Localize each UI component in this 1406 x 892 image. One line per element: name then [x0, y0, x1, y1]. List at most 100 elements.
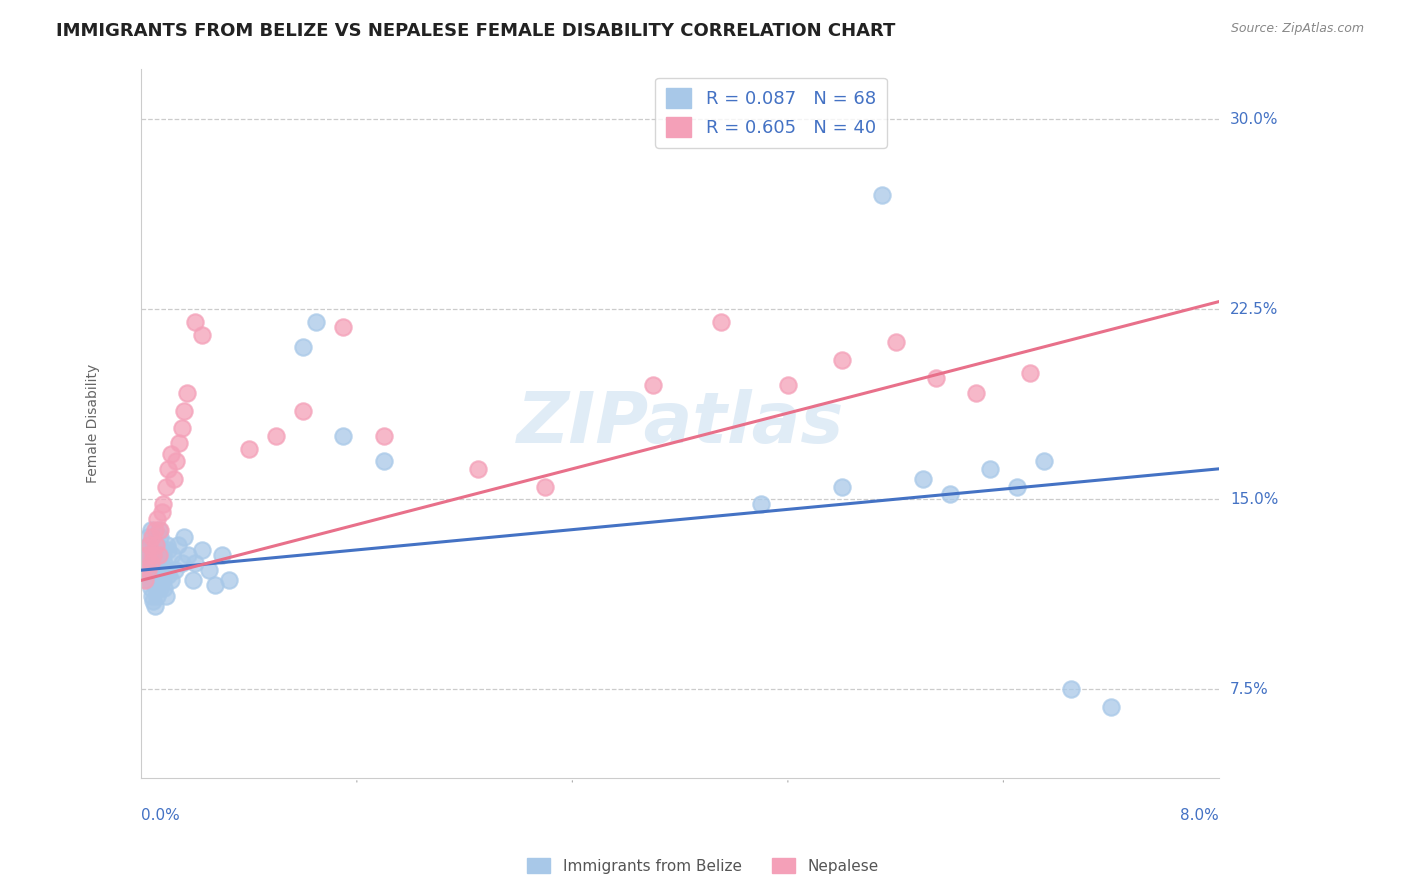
Point — [138, 538, 160, 552]
Point — [149, 523, 172, 537]
Point — [145, 538, 167, 552]
Point — [173, 530, 195, 544]
Point — [138, 574, 160, 588]
Point — [155, 589, 177, 603]
Point — [135, 548, 157, 562]
Point — [163, 472, 186, 486]
Point — [138, 538, 160, 552]
Point — [305, 315, 328, 329]
Point — [163, 563, 186, 577]
Text: 0.0%: 0.0% — [142, 808, 180, 823]
Point — [150, 568, 173, 582]
Point — [170, 556, 193, 570]
Point — [238, 442, 260, 456]
Point — [157, 462, 180, 476]
Point — [332, 429, 354, 443]
Point — [925, 370, 948, 384]
Point — [145, 556, 167, 570]
Point — [160, 574, 183, 588]
Point — [152, 574, 174, 588]
Point — [1005, 479, 1028, 493]
Point — [264, 429, 287, 443]
Point — [184, 315, 207, 329]
Point — [136, 568, 159, 582]
Point — [132, 542, 155, 557]
Point — [467, 462, 489, 476]
Point — [156, 538, 179, 552]
Point — [152, 497, 174, 511]
Point — [142, 568, 165, 582]
Point — [143, 548, 166, 562]
Text: 30.0%: 30.0% — [1230, 112, 1278, 127]
Point — [191, 542, 214, 557]
Point — [146, 538, 169, 552]
Point — [165, 454, 187, 468]
Point — [141, 530, 163, 544]
Point — [166, 538, 188, 552]
Point — [218, 574, 240, 588]
Point — [134, 556, 156, 570]
Point — [146, 563, 169, 577]
Point — [134, 574, 156, 588]
Legend: R = 0.087   N = 68, R = 0.605   N = 40: R = 0.087 N = 68, R = 0.605 N = 40 — [655, 78, 887, 148]
Point — [146, 589, 169, 603]
Point — [211, 548, 233, 562]
Point — [153, 556, 176, 570]
Point — [139, 581, 162, 595]
Text: 8.0%: 8.0% — [1180, 808, 1219, 823]
Point — [153, 581, 176, 595]
Point — [709, 315, 731, 329]
Point — [139, 556, 162, 570]
Point — [141, 563, 163, 577]
Point — [291, 340, 314, 354]
Point — [197, 563, 219, 577]
Point — [148, 523, 170, 537]
Point — [143, 599, 166, 613]
Point — [176, 385, 198, 400]
Point — [155, 479, 177, 493]
Point — [831, 479, 853, 493]
Point — [177, 548, 200, 562]
Point — [149, 581, 172, 595]
Point — [149, 530, 172, 544]
Point — [965, 385, 987, 400]
Point — [145, 581, 167, 595]
Point — [141, 533, 163, 547]
Point — [184, 556, 207, 570]
Text: Female Disability: Female Disability — [86, 364, 100, 483]
Text: 22.5%: 22.5% — [1230, 301, 1278, 317]
Text: IMMIGRANTS FROM BELIZE VS NEPALESE FEMALE DISABILITY CORRELATION CHART: IMMIGRANTS FROM BELIZE VS NEPALESE FEMAL… — [56, 22, 896, 40]
Point — [136, 563, 159, 577]
Point — [884, 335, 907, 350]
Point — [831, 352, 853, 367]
Point — [160, 447, 183, 461]
Point — [146, 512, 169, 526]
Point — [141, 589, 163, 603]
Point — [1032, 454, 1054, 468]
Text: 7.5%: 7.5% — [1230, 681, 1268, 697]
Point — [911, 472, 934, 486]
Point — [157, 568, 180, 582]
Point — [157, 542, 180, 557]
Point — [148, 574, 170, 588]
Point — [191, 327, 214, 342]
Point — [167, 436, 190, 450]
Point — [979, 462, 1001, 476]
Point — [643, 378, 665, 392]
Point — [291, 403, 314, 417]
Point — [181, 574, 204, 588]
Point — [135, 548, 157, 562]
Point — [373, 454, 395, 468]
Text: ZIPatlas: ZIPatlas — [516, 389, 844, 458]
Point — [1019, 366, 1042, 380]
Point — [776, 378, 799, 392]
Point — [142, 548, 165, 562]
Point — [150, 542, 173, 557]
Point — [143, 523, 166, 537]
Legend: Immigrants from Belize, Nepalese: Immigrants from Belize, Nepalese — [522, 852, 884, 880]
Point — [136, 530, 159, 544]
Point — [139, 523, 162, 537]
Point — [534, 479, 557, 493]
Point — [1060, 682, 1083, 697]
Point — [150, 505, 173, 519]
